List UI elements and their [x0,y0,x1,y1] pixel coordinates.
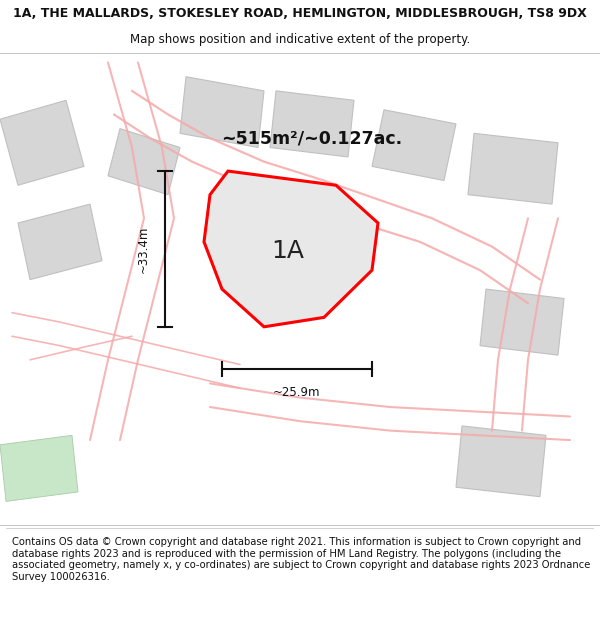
Polygon shape [270,91,354,157]
Polygon shape [468,133,558,204]
Text: ~33.4m: ~33.4m [137,225,150,272]
Polygon shape [108,129,180,195]
Text: ~25.9m: ~25.9m [273,386,321,399]
Text: 1A, THE MALLARDS, STOKESLEY ROAD, HEMLINGTON, MIDDLESBROUGH, TS8 9DX: 1A, THE MALLARDS, STOKESLEY ROAD, HEMLIN… [13,7,587,20]
Text: Contains OS data © Crown copyright and database right 2021. This information is : Contains OS data © Crown copyright and d… [12,537,590,582]
Text: The Mallards: The Mallards [272,181,340,199]
Polygon shape [372,110,456,181]
Polygon shape [0,436,78,501]
Polygon shape [180,77,264,148]
Polygon shape [0,100,84,185]
Polygon shape [18,204,102,279]
Text: 1A: 1A [271,239,305,263]
Text: Map shows position and indicative extent of the property.: Map shows position and indicative extent… [130,33,470,46]
Polygon shape [204,171,378,327]
Text: ~515m²/~0.127ac.: ~515m²/~0.127ac. [221,129,403,147]
Polygon shape [456,426,546,497]
Polygon shape [480,289,564,355]
